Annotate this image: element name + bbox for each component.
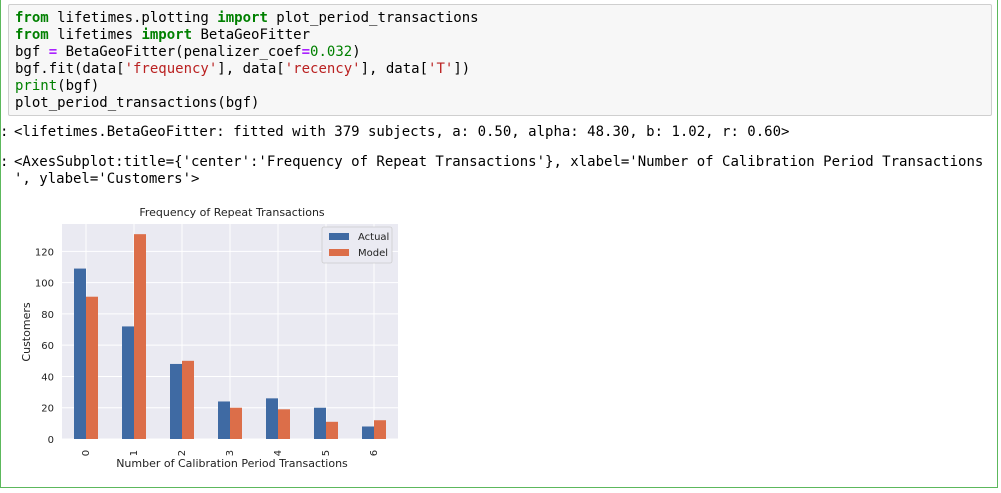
code-token: plot_period_transactions (267, 10, 479, 26)
x-tick-label: 0 (81, 450, 92, 456)
code-token: 'frequency' (124, 61, 218, 77)
y-tick-label: 20 (41, 404, 54, 415)
code-token: print (15, 78, 58, 94)
y-tick-label: 60 (41, 341, 54, 352)
axes-output-text-line2: ', ylabel='Customers'> (14, 171, 200, 187)
bar-model-0 (86, 296, 98, 439)
bar-model-3 (230, 407, 242, 439)
legend-label-actual: Actual (358, 232, 389, 243)
fitter-output-text: <lifetimes.BetaGeoFitter: fitted with 37… (14, 124, 790, 140)
code-token: bgf.fit(data[ (15, 61, 125, 77)
legend-swatch-model (329, 249, 349, 256)
bar-model-1 (134, 234, 146, 439)
x-tick-label: 5 (321, 450, 332, 456)
bar-actual-0 (74, 268, 86, 439)
legend-swatch-actual (329, 233, 349, 240)
y-tick-label: 0 (48, 435, 54, 446)
output-prompt-marker: : (0, 154, 9, 170)
x-tick-label: 3 (225, 450, 236, 456)
bar-model-4 (278, 409, 290, 439)
code-token: ) (352, 44, 361, 60)
bar-actual-3 (218, 401, 230, 439)
bar-model-6 (374, 420, 386, 439)
bar-model-5 (326, 421, 338, 439)
code-token: BetaGeoFitter (192, 27, 311, 43)
code-line: from lifetimes.plotting import plot_peri… (15, 10, 479, 26)
code-token: 'recency' (284, 61, 361, 77)
code-line: plot_period_transactions(bgf) (15, 95, 259, 111)
x-tick-label: 2 (177, 450, 188, 456)
code-token: lifetimes (48, 27, 142, 43)
output-prompt-marker: : (0, 124, 9, 140)
bars (74, 234, 386, 439)
code-token: bgf (15, 44, 49, 60)
x-axis-label: Number of Calibration Period Transaction… (116, 457, 348, 470)
bar-actual-1 (122, 326, 134, 439)
code-editor[interactable]: from lifetimes.plotting import plot_peri… (15, 10, 479, 112)
legend: Actual Model (321, 226, 393, 264)
code-token: BetaGeoFitter(penalizer_coef (57, 44, 302, 60)
code-input-area[interactable]: from lifetimes.plotting import plot_peri… (8, 4, 992, 116)
y-tick-label: 40 (41, 372, 54, 383)
bar-actual-4 (266, 398, 278, 439)
legend-label-model: Model (358, 248, 388, 259)
x-tick-labels: 0 1 2 3 4 5 6 (81, 450, 380, 456)
code-token: ], data[ (217, 61, 285, 77)
y-axis-label: Customers (20, 302, 33, 361)
code-line: from lifetimes import BetaGeoFitter (15, 27, 310, 43)
chart-title: Frequency of Repeat Transactions (139, 206, 325, 219)
bar-actual-6 (362, 426, 374, 439)
bar-model-2 (182, 360, 194, 439)
code-token: ]) (453, 61, 471, 77)
x-tick-label: 1 (129, 450, 140, 456)
code-token: = (48, 44, 58, 60)
x-tick-label: 4 (273, 450, 284, 456)
y-tick-labels: 0 20 40 60 80 100 120 (35, 247, 54, 446)
bar-actual-5 (314, 407, 326, 439)
code-line: bgf.fit(data['frequency'], data['recency… (15, 61, 470, 77)
code-token: import (141, 27, 193, 43)
bar-actual-2 (170, 363, 182, 439)
code-token: (bgf) (57, 78, 100, 94)
code-token: lifetimes.plotting (48, 10, 218, 26)
bar-chart: 0 20 40 60 80 100 120 0 1 2 3 4 5 6 Frequency of Rep… (20, 206, 398, 470)
axes-output-text-line1: <AxesSubplot:title={'center':'Frequency … (14, 154, 984, 170)
code-token: from (15, 10, 49, 26)
y-tick-label: 100 (35, 279, 54, 290)
code-token: import (217, 10, 268, 26)
code-line: print(bgf) (15, 78, 99, 94)
code-line: bgf = BetaGeoFitter(penalizer_coef=0.032… (15, 44, 361, 60)
y-tick-label: 120 (35, 247, 54, 258)
code-token: 0.032 (310, 44, 353, 60)
code-token: 'T' (428, 61, 454, 77)
x-tick-label: 6 (369, 450, 380, 456)
code-token: from (15, 27, 49, 43)
code-token: plot_period_transactions(bgf) (15, 95, 260, 111)
y-tick-label: 80 (41, 310, 54, 321)
code-token: ], data[ (360, 61, 429, 77)
code-token: = (301, 44, 311, 60)
